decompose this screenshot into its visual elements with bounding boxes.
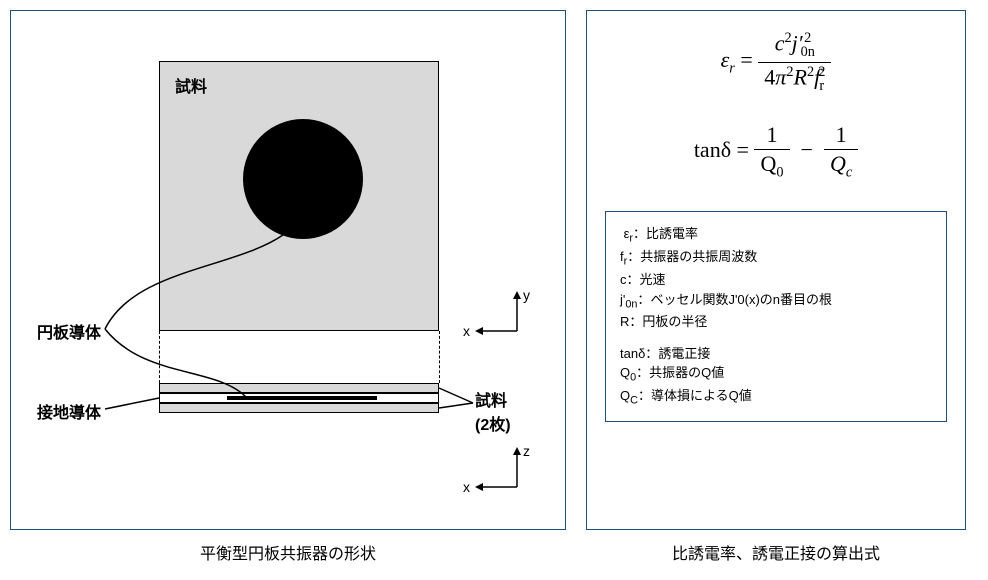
right-caption: 比誘電率、誘電正接の算出式 [586,540,966,564]
disk-side-view [227,396,377,400]
legend-R: R：円板の半径 [620,312,932,332]
axis-x2-label: x [463,479,470,495]
dash-line-left [159,331,160,383]
right-panel: εr = c2j′20n 4π2R2f2r tanδ = 1Q0 − 1Qc ε… [586,10,966,530]
legend-c: c：光速 [620,270,932,290]
side-layer-bot [159,403,439,413]
disk-label: 円板導体 [37,319,101,343]
legend-fr: fr：共振器の共振周波数 [620,247,932,270]
legend-box: εr：比誘電率 fr：共振器の共振周波数 c：光速 j'0n：ベッセル関数J'0… [605,211,947,422]
legend-Qc: QC：導体損によるQ値 [620,386,932,409]
sample-label: 試料 [175,73,207,97]
sample-right-label: 試料 (2枚) [475,387,511,435]
legend-tand: tanδ：誘電正接 [620,344,932,364]
figure-container: 試料 円板導体 接地導体 試料 (2枚) [10,10,978,564]
axis-x1-label: x [463,323,470,339]
left-panel: 試料 円板導体 接地導体 試料 (2枚) [10,10,566,530]
side-layer-top [159,383,439,393]
disk-conductor [243,119,363,239]
sample-right-l1: 試料 [475,393,507,410]
sample-right-l2: (2枚) [475,417,511,434]
equation-er: εr = c2j′20n 4π2R2f2r [597,31,955,93]
left-caption: 平衡型円板共振器の形状 [10,540,566,564]
legend-Q0: Q0：共振器のQ値 [620,363,932,386]
equation-tand: tanδ = 1Q0 − 1Qc [597,123,955,181]
axis-y-label: y [523,287,530,303]
ground-label: 接地導体 [37,399,101,423]
left-panel-wrap: 試料 円板導体 接地導体 試料 (2枚) [10,10,566,564]
legend-jon: j'0n：ベッセル関数J'0(x)のn番目の根 [620,290,932,313]
dash-line-right [439,331,440,383]
axis-z-label: z [523,443,530,459]
legend-er: εr：比誘電率 [620,224,932,247]
right-panel-wrap: εr = c2j′20n 4π2R2f2r tanδ = 1Q0 − 1Qc ε… [586,10,966,564]
